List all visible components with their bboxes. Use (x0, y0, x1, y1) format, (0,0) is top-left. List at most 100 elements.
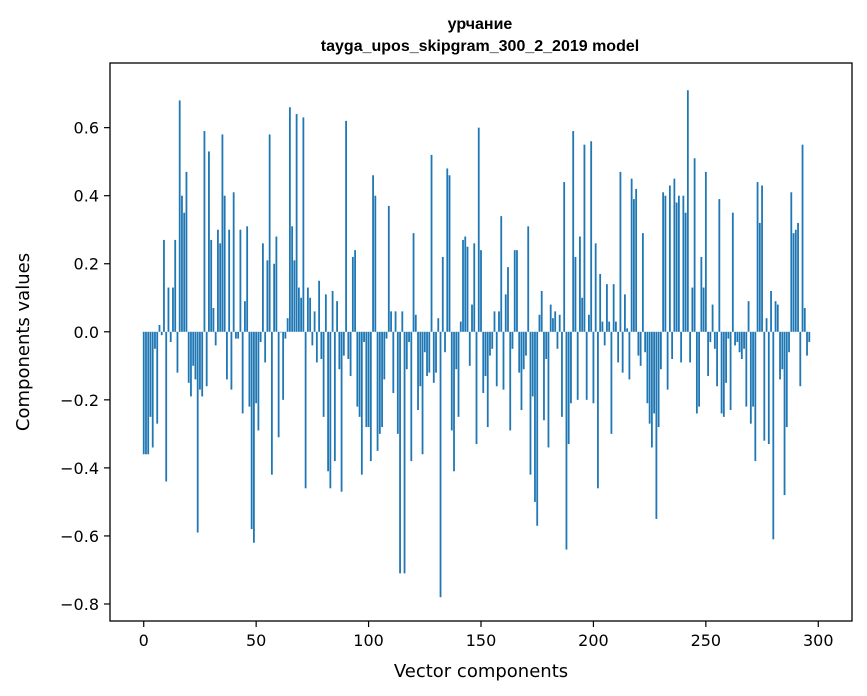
bar (761, 185, 763, 332)
bar (633, 199, 635, 332)
bar (270, 331, 273, 475)
bar (329, 331, 332, 489)
bar (565, 331, 568, 550)
bar (736, 331, 739, 342)
bar (727, 331, 730, 339)
bar (363, 331, 365, 342)
bar (531, 331, 534, 397)
bar (740, 331, 743, 360)
bar (630, 178, 633, 332)
bar (194, 331, 197, 380)
bar (707, 331, 709, 377)
bar (579, 236, 581, 332)
bar (228, 229, 231, 332)
bar (684, 212, 687, 332)
bar (554, 311, 557, 332)
bar (563, 182, 566, 332)
bar (675, 202, 678, 332)
bar (277, 331, 280, 438)
bar (244, 301, 246, 332)
bar (597, 331, 599, 489)
bar (331, 290, 334, 332)
bar (700, 256, 703, 332)
bar (547, 331, 550, 448)
bar (594, 243, 597, 332)
bar (581, 297, 584, 332)
bar (349, 331, 352, 377)
bar (160, 331, 163, 336)
bar (779, 331, 781, 380)
bar (145, 331, 147, 455)
bar (246, 226, 249, 332)
bar (662, 192, 665, 332)
bar (158, 324, 161, 332)
bar (205, 331, 208, 387)
x-tick-label: 100 (353, 631, 384, 650)
bar (387, 205, 390, 332)
bar (453, 331, 455, 472)
bar (790, 192, 793, 332)
bar (588, 314, 590, 332)
y-tick-label: 0.0 (74, 323, 99, 342)
bar (495, 331, 498, 387)
y-axis: −0.8 −0.6 −0.4 −0.2 0.0 0.2 0.4 0.6 (60, 119, 110, 614)
bar (268, 134, 271, 332)
bar (619, 171, 622, 332)
bar (689, 331, 692, 363)
bar (558, 314, 561, 332)
bar (567, 331, 570, 445)
bar (606, 284, 608, 332)
bar (342, 331, 345, 356)
y-tick-label: −0.8 (60, 595, 99, 614)
bar (657, 331, 660, 428)
bar (637, 331, 640, 356)
bar (776, 304, 779, 332)
bar (273, 263, 276, 332)
x-tick-label: 0 (139, 631, 149, 650)
bar (486, 331, 489, 428)
bar (601, 321, 604, 332)
bar (641, 233, 644, 332)
bar (603, 331, 606, 346)
bar (250, 331, 253, 530)
bar (426, 331, 428, 377)
bar (284, 331, 287, 339)
bar (576, 331, 579, 400)
bar (725, 331, 727, 383)
bar (410, 331, 413, 462)
bar (293, 260, 296, 332)
bar (624, 294, 626, 332)
bar (534, 331, 536, 502)
bar (176, 331, 179, 373)
bar (369, 331, 372, 462)
bar (345, 120, 347, 332)
bar (527, 226, 530, 332)
bar (585, 331, 588, 400)
bar (439, 331, 442, 598)
bar (190, 331, 192, 397)
bar (432, 331, 435, 383)
bar (187, 331, 190, 383)
bar (686, 90, 689, 332)
bar (309, 297, 312, 332)
bar (372, 175, 374, 332)
bar (239, 229, 242, 332)
bar (711, 304, 714, 332)
bar (525, 331, 527, 356)
bar (752, 331, 754, 407)
bar (223, 195, 226, 332)
bar (347, 331, 350, 360)
bar (549, 304, 552, 332)
bar (477, 127, 480, 332)
bar (356, 331, 359, 407)
y-tick-label: 0.4 (74, 187, 99, 206)
bar (327, 331, 329, 472)
bar (462, 239, 464, 332)
bar (464, 236, 467, 332)
bar (455, 331, 458, 370)
bar (648, 331, 651, 424)
bar (507, 267, 509, 332)
bar (358, 331, 361, 417)
bar (806, 331, 808, 356)
bar (511, 331, 514, 349)
